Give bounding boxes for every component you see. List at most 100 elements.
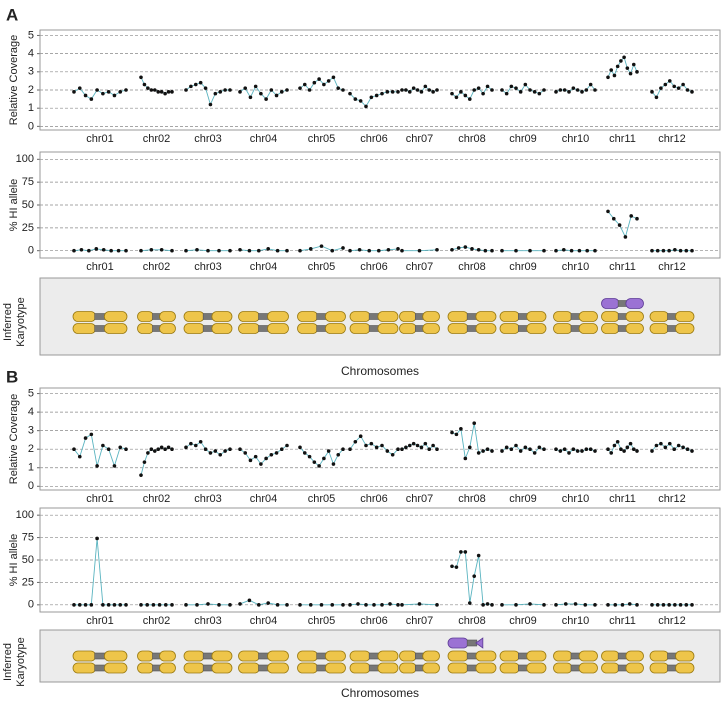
data-point (348, 603, 352, 607)
chromosome-arm (422, 650, 440, 662)
data-point (308, 603, 313, 607)
data-line (140, 77, 172, 95)
x-tick-label: chr04 (250, 493, 278, 505)
data-point (106, 90, 111, 94)
data-point (217, 248, 221, 253)
data-point (285, 603, 289, 607)
centromere (466, 664, 478, 672)
data-point (77, 86, 82, 90)
karyotype-label: Inferred Karyotype (2, 637, 27, 687)
data-point (622, 55, 626, 60)
data-point (193, 82, 198, 87)
centromere (466, 313, 478, 320)
data-point (467, 97, 472, 101)
data-point (407, 443, 412, 448)
chromosome-arm (267, 650, 289, 662)
data-point (580, 90, 584, 94)
data-point (483, 248, 488, 253)
data-point (684, 603, 689, 607)
data-point (195, 603, 199, 607)
data-point (459, 427, 463, 431)
data-point (423, 441, 428, 446)
data-point (206, 248, 210, 253)
chromosome-arm (601, 662, 620, 674)
data-line (502, 603, 545, 606)
data-point (298, 248, 302, 253)
x-tick-label: chr11 (609, 261, 636, 273)
data-point (400, 447, 404, 452)
data-point (631, 447, 636, 452)
data-point (571, 447, 576, 452)
data-point (228, 447, 232, 452)
data-point (580, 449, 584, 453)
data-point (159, 90, 164, 94)
data-point (377, 248, 381, 253)
x-axis-label: Chromosomes (341, 686, 419, 700)
data-point (330, 248, 335, 253)
chromosome-arm (377, 650, 399, 662)
data-point (615, 439, 620, 444)
data-point (95, 536, 99, 541)
data-point (554, 248, 558, 253)
y-tick-label: 50 (22, 554, 34, 566)
data-point (583, 603, 588, 607)
data-point (308, 247, 313, 251)
data-point (228, 603, 232, 607)
chromosome-arm (526, 650, 547, 662)
data-point (415, 443, 420, 448)
y-tick-label: 1 (28, 102, 34, 114)
data-point (681, 82, 685, 87)
chromosome-arm (447, 637, 469, 649)
chromosome-arm (211, 662, 233, 674)
data-point (118, 90, 123, 94)
x-tick-label: chr07 (406, 261, 434, 273)
data-point (454, 565, 459, 569)
data-point (396, 447, 400, 452)
data-point (609, 451, 614, 455)
data-point (631, 62, 636, 67)
data-point (625, 445, 630, 450)
data-point (571, 86, 576, 90)
data-point (606, 209, 610, 214)
data-point (159, 445, 164, 450)
data-point (667, 441, 672, 446)
chromosome-arm (183, 662, 205, 674)
x-tick-label: chr05 (308, 615, 336, 627)
y-tick-label: 75 (22, 176, 34, 188)
y-tick-label: 4 (28, 48, 34, 60)
data-point (577, 248, 582, 253)
data-point (654, 95, 659, 100)
data-point (606, 447, 610, 452)
data-point (615, 64, 620, 69)
data-point (672, 447, 677, 452)
chromosome-arm (349, 311, 371, 322)
chromosome-arm (211, 311, 233, 322)
x-tick-label: chr12 (658, 261, 686, 273)
data-point (667, 603, 671, 607)
x-tick-label: chr02 (143, 493, 171, 505)
data-point (450, 247, 454, 252)
data-point (467, 445, 472, 450)
y-tick-label: 3 (28, 66, 34, 78)
chromosome-arm (72, 662, 97, 674)
x-tick-label: chr08 (458, 261, 486, 273)
y-axis-label: % HI allele (8, 179, 20, 232)
chromosome-arm (553, 662, 573, 674)
data-point (481, 449, 485, 453)
data-point (532, 90, 537, 94)
data-point (396, 247, 400, 251)
data-point (369, 95, 374, 100)
data-point (238, 90, 242, 94)
data-point (678, 603, 683, 607)
x-tick-label: chr08 (458, 133, 486, 145)
x-tick-label: chr10 (562, 615, 590, 627)
centromere (316, 664, 327, 672)
data-point (472, 574, 477, 578)
data-point (463, 93, 468, 98)
data-point (330, 603, 335, 607)
data-point (663, 82, 668, 87)
data-point (635, 216, 639, 221)
centromere (202, 325, 214, 332)
data-point (348, 447, 352, 452)
